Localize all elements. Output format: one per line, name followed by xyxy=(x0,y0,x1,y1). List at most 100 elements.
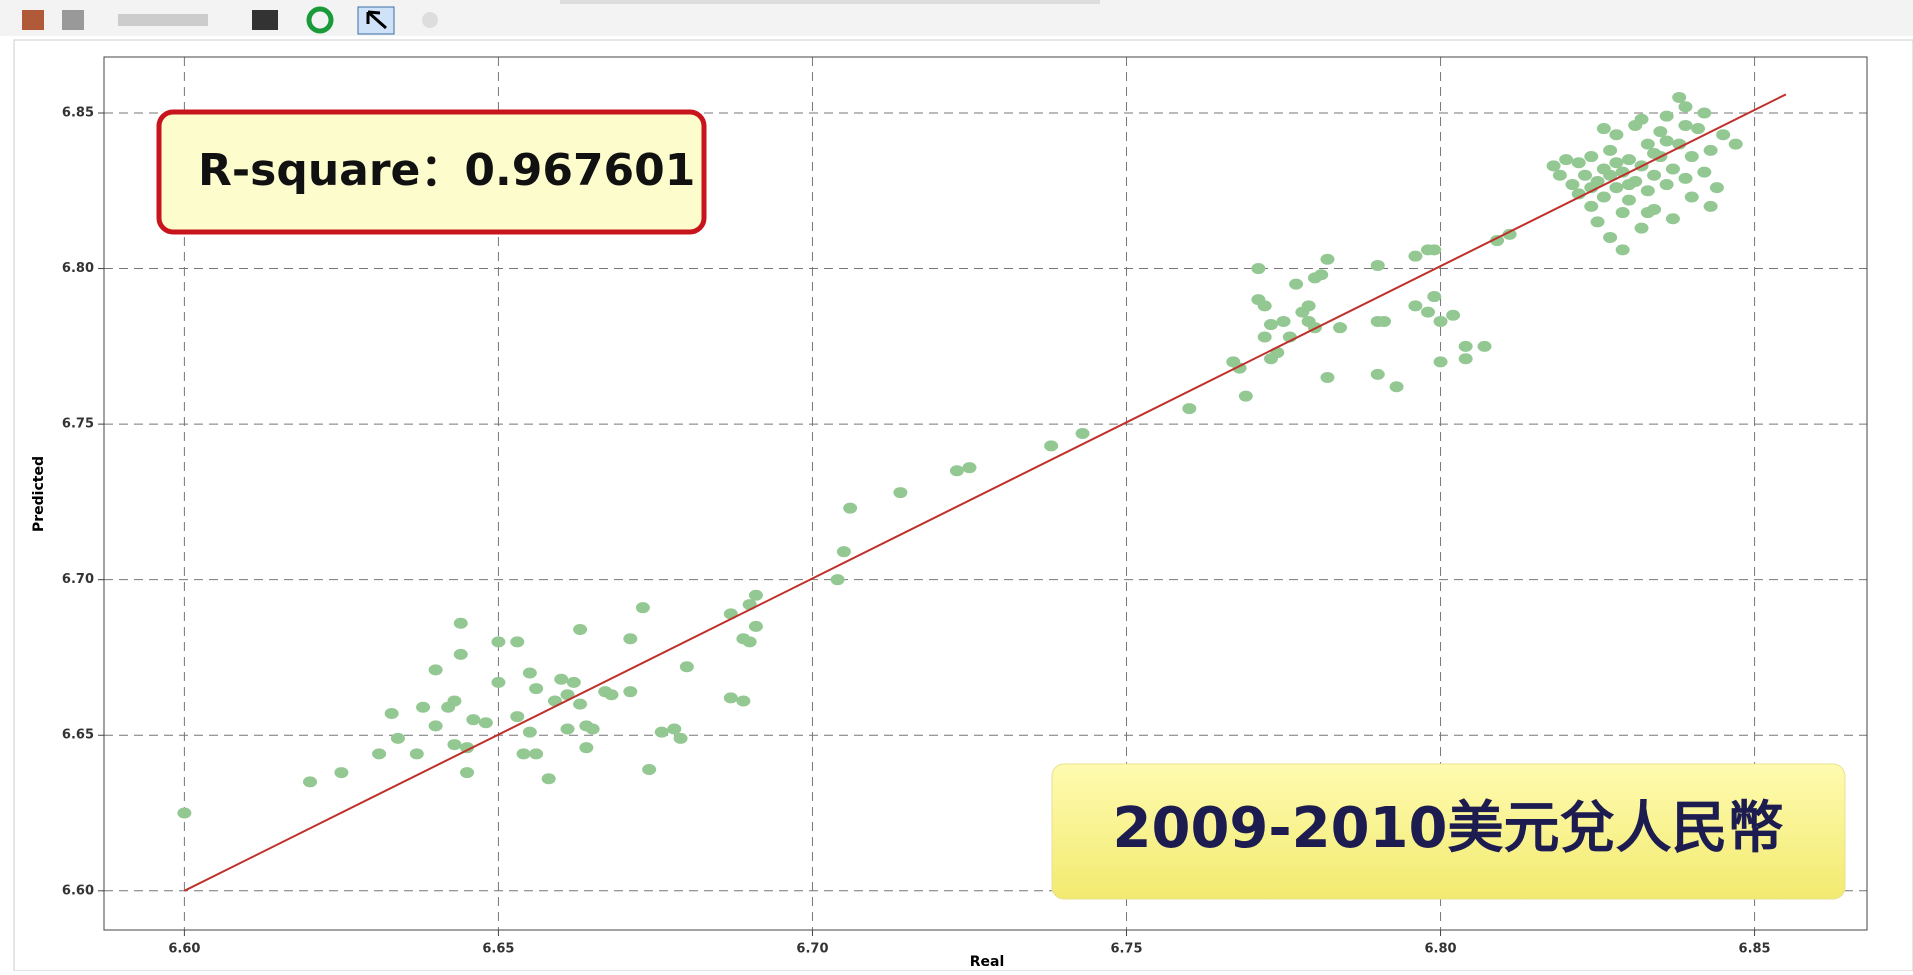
point xyxy=(1314,269,1329,281)
point xyxy=(1320,253,1335,265)
point xyxy=(1446,309,1461,321)
point xyxy=(1427,244,1442,256)
point xyxy=(1684,151,1699,163)
point xyxy=(1257,331,1272,343)
point xyxy=(491,636,506,648)
point xyxy=(573,623,588,635)
toolbar-icon[interactable] xyxy=(422,12,438,28)
x-tick-label: 6.85 xyxy=(1739,942,1771,957)
point xyxy=(447,695,462,707)
toolbar xyxy=(0,0,1913,36)
point xyxy=(1678,101,1693,113)
point xyxy=(736,695,751,707)
point xyxy=(1703,144,1718,156)
fit-line xyxy=(183,93,1787,892)
point xyxy=(962,462,977,474)
point xyxy=(453,648,468,660)
point xyxy=(1546,160,1561,172)
x-axis-label: Real xyxy=(970,954,1005,970)
point xyxy=(642,763,657,775)
point xyxy=(635,602,650,614)
point xyxy=(654,726,669,738)
point xyxy=(1257,300,1272,312)
point xyxy=(1684,191,1699,203)
toolbar-icon[interactable] xyxy=(252,10,278,30)
point xyxy=(1276,315,1291,327)
point xyxy=(1075,427,1090,439)
annotation-box xyxy=(156,109,707,235)
point xyxy=(1709,182,1724,194)
point xyxy=(573,698,588,710)
point xyxy=(1609,157,1624,169)
point xyxy=(1640,138,1655,150)
point xyxy=(1728,138,1743,150)
point xyxy=(1640,207,1655,219)
point xyxy=(1477,340,1492,352)
point xyxy=(510,711,525,723)
point xyxy=(1621,154,1636,166)
point xyxy=(1370,368,1385,380)
point xyxy=(1603,144,1618,156)
point xyxy=(390,732,405,744)
point xyxy=(1433,356,1448,368)
point xyxy=(1301,300,1316,312)
point xyxy=(1634,222,1649,234)
point xyxy=(1678,172,1693,184)
point xyxy=(742,636,757,648)
point xyxy=(1182,403,1197,415)
point xyxy=(460,742,475,754)
point xyxy=(949,465,964,477)
point xyxy=(1609,182,1624,194)
point xyxy=(1584,151,1599,163)
x-tick-label: 6.75 xyxy=(1110,942,1142,957)
point xyxy=(1640,185,1655,197)
point xyxy=(1596,191,1611,203)
tab-strip xyxy=(560,0,1100,4)
point xyxy=(529,748,544,760)
point xyxy=(1333,322,1348,334)
point xyxy=(748,589,763,601)
y-tick-label: 6.75 xyxy=(62,417,94,432)
point xyxy=(1427,291,1442,303)
point xyxy=(447,739,462,751)
point xyxy=(723,608,738,620)
point xyxy=(748,620,763,632)
point xyxy=(1659,135,1674,147)
point xyxy=(1672,138,1687,150)
point xyxy=(466,714,481,726)
point xyxy=(1577,169,1592,181)
point xyxy=(1653,126,1668,138)
point xyxy=(566,676,581,688)
point xyxy=(1458,340,1473,352)
point xyxy=(723,692,738,704)
point xyxy=(453,617,468,629)
point xyxy=(679,661,694,673)
annotation: 2009-2010美元兌人民幣 xyxy=(1113,796,1784,861)
point xyxy=(1659,110,1674,122)
y-tick-label: 6.60 xyxy=(62,883,94,898)
toolbar-icon[interactable] xyxy=(118,14,208,26)
point xyxy=(1044,440,1059,452)
point xyxy=(303,776,318,788)
point xyxy=(1433,315,1448,327)
point xyxy=(1377,315,1392,327)
point xyxy=(1647,169,1662,181)
point xyxy=(1289,278,1304,290)
point xyxy=(1552,169,1567,181)
point xyxy=(1420,306,1435,318)
point xyxy=(491,676,506,688)
point xyxy=(1603,169,1618,181)
toolbar-icon[interactable] xyxy=(306,6,334,34)
annotation: R-square：0.967601 xyxy=(198,145,695,196)
point xyxy=(1238,390,1253,402)
toolbar-icon[interactable] xyxy=(366,10,387,30)
point xyxy=(1320,371,1335,383)
point xyxy=(1251,263,1266,275)
toolbar-icon[interactable] xyxy=(22,10,44,30)
point xyxy=(409,748,424,760)
toolbar-icon[interactable] xyxy=(62,10,84,30)
point xyxy=(1634,113,1649,125)
point xyxy=(1502,228,1517,240)
